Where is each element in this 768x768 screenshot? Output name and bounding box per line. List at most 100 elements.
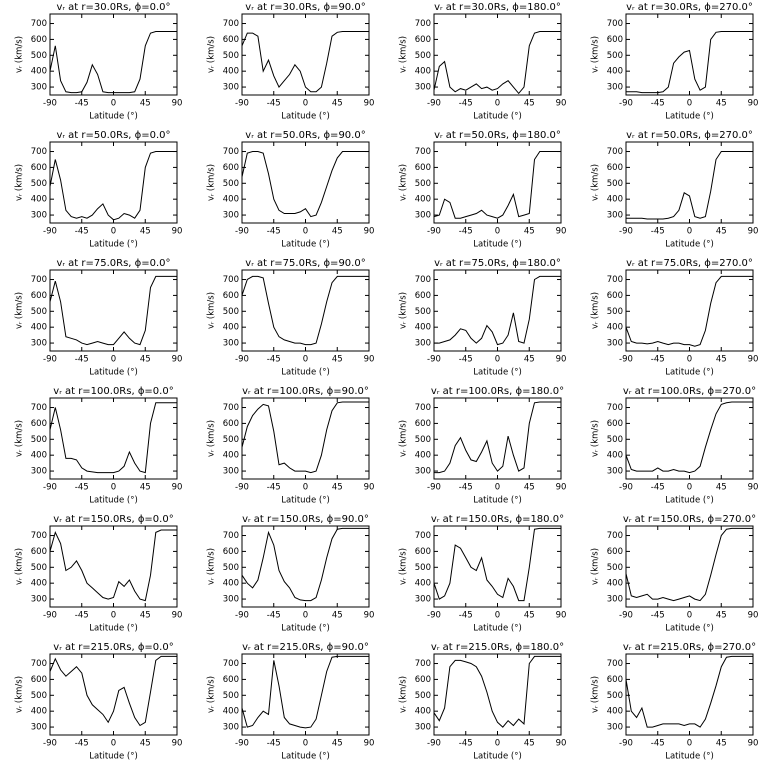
y-axis-label: vᵣ (km/s) bbox=[399, 164, 409, 201]
data-line bbox=[434, 401, 561, 474]
y-tick-label: 400 bbox=[223, 707, 239, 717]
y-tick-label: 500 bbox=[31, 691, 47, 701]
plot-frame bbox=[625, 141, 754, 224]
panel: vᵣ at r=50.0Rs, ϕ=270.0° -90 -45 0 45 90 300 40… bbox=[591, 130, 759, 250]
plot-frame bbox=[49, 525, 178, 608]
y-tick-label: 500 bbox=[607, 563, 623, 573]
y-axis-label: vᵣ (km/s) bbox=[207, 676, 217, 713]
y-tick-label: 500 bbox=[415, 435, 431, 445]
x-tick-label: -45 bbox=[651, 99, 665, 109]
y-axis-label: vᵣ (km/s) bbox=[399, 676, 409, 713]
y-tick-label: 700 bbox=[223, 531, 239, 541]
panel-title: vᵣ at r=215.0Rs, ϕ=90.0° bbox=[242, 642, 369, 653]
y-tick-label: 700 bbox=[31, 147, 47, 157]
x-tick-label: 0 bbox=[687, 483, 692, 493]
panel-title: vᵣ at r=75.0Rs, ϕ=0.0° bbox=[56, 258, 170, 269]
x-tick-label: 45 bbox=[716, 611, 727, 621]
panel: vᵣ at r=150.0Rs, ϕ=90.0° -90 -45 0 45 90 300 40… bbox=[207, 514, 375, 634]
y-tick-label: 600 bbox=[223, 35, 239, 45]
x-axis-label: Latitude (°) bbox=[281, 752, 330, 762]
panel: vᵣ at r=30.0Rs, ϕ=180.0° -90 -45 0 45 90 300 40… bbox=[399, 2, 567, 122]
x-tick-label: 45 bbox=[332, 739, 343, 749]
panel: vᵣ at r=50.0Rs, ϕ=0.0° -90 -45 0 45 90 300 400 5… bbox=[15, 130, 183, 250]
y-tick-label: 600 bbox=[607, 547, 623, 557]
y-axis-label: vᵣ (km/s) bbox=[399, 36, 409, 73]
panel-title: vᵣ at r=30.0Rs, ϕ=0.0° bbox=[56, 2, 170, 13]
x-tick-label: -90 bbox=[43, 611, 57, 621]
x-tick-label: -90 bbox=[43, 355, 57, 365]
y-tick-label: 400 bbox=[31, 579, 47, 589]
panel: vᵣ at r=150.0Rs, ϕ=180.0° -90 -45 0 45 90 300 4… bbox=[399, 514, 567, 634]
plot-frame bbox=[241, 141, 370, 224]
y-tick-label: 600 bbox=[31, 291, 47, 301]
y-tick-label: 500 bbox=[607, 179, 623, 189]
x-tick-label: 90 bbox=[556, 739, 567, 749]
y-tick-label: 300 bbox=[415, 723, 431, 733]
panel-title: vᵣ at r=150.0Rs, ϕ=0.0° bbox=[53, 514, 173, 525]
y-tick-label: 500 bbox=[223, 51, 239, 61]
x-tick-label: -45 bbox=[651, 355, 665, 365]
x-axis-label: Latitude (°) bbox=[89, 624, 138, 634]
y-tick-label: 300 bbox=[607, 339, 623, 349]
x-tick-label: -90 bbox=[427, 483, 441, 493]
x-axis-label: Latitude (°) bbox=[89, 752, 138, 762]
x-tick-label: -45 bbox=[267, 483, 281, 493]
plot-frame bbox=[49, 653, 178, 736]
x-tick-label: 45 bbox=[716, 355, 727, 365]
x-tick-label: 90 bbox=[556, 355, 567, 365]
y-tick-label: 500 bbox=[607, 307, 623, 317]
y-tick-label: 300 bbox=[415, 595, 431, 605]
y-tick-label: 500 bbox=[415, 51, 431, 61]
plot-frame bbox=[241, 653, 370, 736]
x-tick-label: 45 bbox=[524, 227, 535, 237]
panel: vᵣ at r=50.0Rs, ϕ=90.0° -90 -45 0 45 90 300 400… bbox=[207, 130, 375, 250]
data-line bbox=[625, 655, 753, 728]
x-tick-label: 45 bbox=[140, 227, 151, 237]
y-tick-label: 400 bbox=[415, 67, 431, 77]
x-axis-label: Latitude (°) bbox=[89, 496, 138, 506]
y-tick-label: 300 bbox=[415, 339, 431, 349]
y-tick-label: 400 bbox=[31, 707, 47, 717]
x-tick-label: -90 bbox=[43, 99, 57, 109]
y-axis-label: vᵣ (km/s) bbox=[15, 36, 25, 73]
x-tick-label: -90 bbox=[235, 227, 249, 237]
panel-title: vᵣ at r=100.0Rs, ϕ=90.0° bbox=[242, 386, 369, 397]
y-tick-label: 700 bbox=[223, 147, 239, 157]
data-line bbox=[626, 151, 753, 220]
x-tick-label: -45 bbox=[267, 227, 281, 237]
data-line bbox=[625, 401, 753, 474]
x-tick-label: -90 bbox=[427, 227, 441, 237]
y-tick-label: 400 bbox=[415, 323, 431, 333]
y-tick-label: 500 bbox=[607, 691, 623, 701]
y-axis-label: vᵣ (km/s) bbox=[399, 420, 409, 457]
x-tick-label: 90 bbox=[556, 227, 567, 237]
y-tick-label: 300 bbox=[415, 211, 431, 221]
x-tick-label: -45 bbox=[75, 611, 89, 621]
x-tick-label: 90 bbox=[172, 99, 183, 109]
y-tick-label: 500 bbox=[415, 563, 431, 573]
x-tick-label: 45 bbox=[716, 739, 727, 749]
x-tick-label: -45 bbox=[75, 739, 89, 749]
y-axis-label: vᵣ (km/s) bbox=[399, 292, 409, 329]
y-tick-label: 600 bbox=[223, 675, 239, 685]
x-tick-label: -45 bbox=[75, 483, 89, 493]
data-line bbox=[49, 151, 177, 221]
y-tick-label: 700 bbox=[415, 147, 431, 157]
y-tick-label: 500 bbox=[31, 435, 47, 445]
panel: vᵣ at r=150.0Rs, ϕ=0.0° -90 -45 0 45 90 300 400… bbox=[15, 514, 183, 634]
x-tick-label: -45 bbox=[267, 739, 281, 749]
x-tick-label: -45 bbox=[651, 227, 665, 237]
x-tick-label: 0 bbox=[495, 483, 500, 493]
y-tick-label: 700 bbox=[415, 275, 431, 285]
panel: vᵣ at r=30.0Rs, ϕ=270.0° -90 -45 0 45 90 300 40… bbox=[591, 2, 759, 122]
y-axis-label: vᵣ (km/s) bbox=[15, 676, 25, 713]
panel: vᵣ at r=50.0Rs, ϕ=180.0° -90 -45 0 45 90 300 40… bbox=[399, 130, 567, 250]
panel-title: vᵣ at r=75.0Rs, ϕ=90.0° bbox=[245, 258, 365, 269]
y-tick-label: 700 bbox=[607, 147, 623, 157]
panel-title: vᵣ at r=215.0Rs, ϕ=0.0° bbox=[53, 642, 173, 653]
panel-title: vᵣ at r=150.0Rs, ϕ=90.0° bbox=[242, 514, 369, 525]
x-tick-label: -45 bbox=[459, 99, 473, 109]
y-tick-label: 700 bbox=[415, 659, 431, 669]
x-tick-label: 90 bbox=[556, 99, 567, 109]
y-tick-label: 500 bbox=[223, 307, 239, 317]
